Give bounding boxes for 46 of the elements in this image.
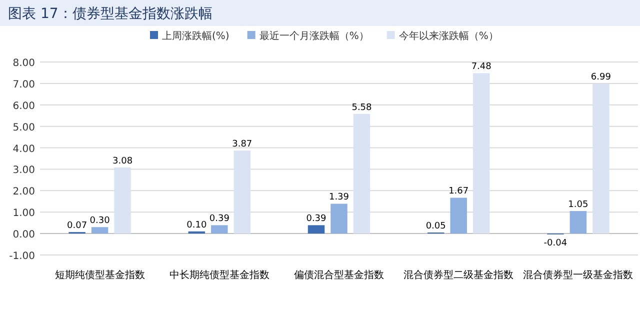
- x-tick-label: 混合债券型二级基金指数: [404, 269, 514, 281]
- data-label: 0.10: [186, 220, 207, 230]
- data-label: 3.08: [112, 156, 133, 167]
- y-tick-label: -1.00: [9, 251, 35, 262]
- x-tick-label: 混合债券型一级基金指数: [523, 269, 634, 281]
- bar: [330, 204, 348, 234]
- data-label: 6.99: [590, 72, 612, 83]
- bar: [353, 114, 370, 234]
- chart-title: 图表 17：债券型基金指数涨跌幅: [8, 6, 212, 22]
- data-label: 3.87: [232, 140, 252, 150]
- x-tick-label: 短期纯债型基金指数: [54, 269, 145, 281]
- y-tick-label: 4.00: [12, 144, 35, 155]
- data-label: 0.39: [209, 214, 230, 224]
- y-tick-label: 1.00: [12, 208, 35, 220]
- data-label: 1.05: [568, 200, 588, 210]
- legend-label: 今年以来涨跌幅（%）: [398, 30, 498, 42]
- bar: [308, 225, 325, 234]
- data-label: -0.04: [544, 238, 568, 248]
- bar: [570, 211, 587, 234]
- data-label: 1.67: [448, 186, 469, 197]
- data-label: 7.48: [471, 62, 492, 72]
- bar: [592, 84, 610, 234]
- bar: [450, 198, 467, 234]
- y-tick-label: 7.00: [12, 79, 35, 90]
- y-tick-label: 2.00: [12, 186, 35, 198]
- data-label: 0.39: [306, 214, 327, 224]
- bar: [91, 227, 108, 234]
- y-tick-label: 0.00: [12, 230, 35, 241]
- x-tick-label: 中长期纯债型基金指数: [169, 269, 270, 281]
- bar: [234, 150, 251, 234]
- data-label: 1.39: [328, 192, 350, 203]
- x-tick-label: 偏债混合型基金指数: [294, 269, 384, 281]
- bar: [114, 168, 131, 234]
- bar: [472, 73, 490, 234]
- bar: [211, 225, 228, 234]
- data-label: 0.30: [90, 216, 110, 226]
- y-tick-label: 5.00: [12, 122, 35, 134]
- legend-label: 最近一个月涨跌幅（%）: [259, 30, 369, 42]
- y-tick-label: 3.00: [12, 165, 35, 176]
- y-tick-label: 8.00: [12, 58, 35, 69]
- bar: [188, 231, 206, 234]
- data-label: 5.58: [352, 102, 372, 113]
- data-label: 0.05: [426, 221, 446, 232]
- y-tick-label: 6.00: [12, 100, 35, 112]
- legend-label: 上周涨跌幅(%): [162, 30, 230, 42]
- data-label: 0.07: [67, 221, 88, 232]
